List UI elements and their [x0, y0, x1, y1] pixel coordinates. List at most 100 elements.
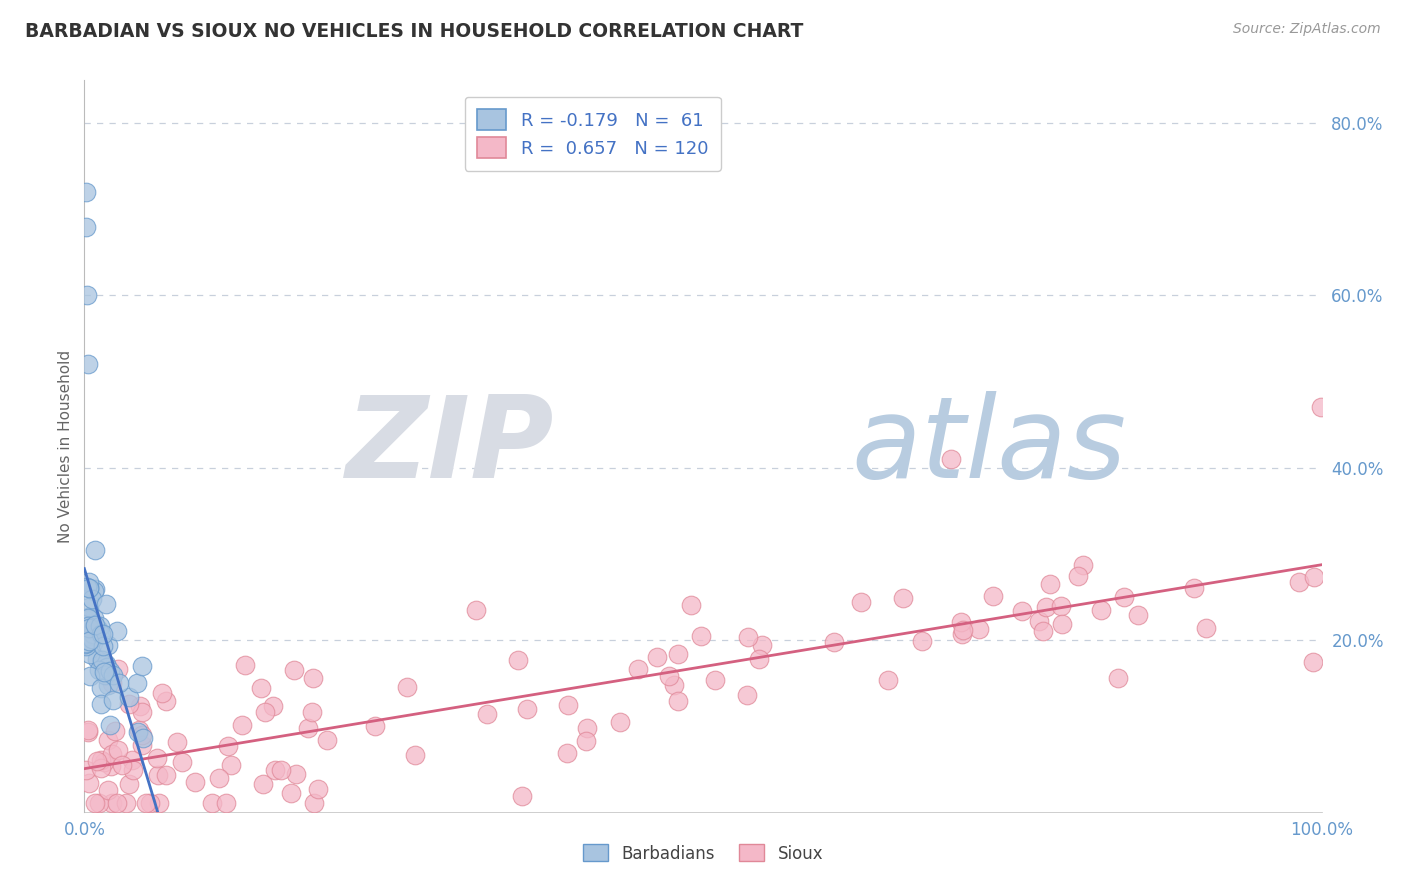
Point [183, 774, 205, 789]
Point [111, 758, 134, 772]
Point [121, 753, 143, 767]
Point [316, 733, 339, 747]
Point [107, 662, 129, 676]
Point [89, 619, 111, 633]
Point [270, 763, 292, 777]
Point [93, 665, 115, 679]
Point [77, 634, 100, 648]
Point [1067, 569, 1090, 583]
Point [100, 759, 122, 773]
Point [201, 796, 224, 810]
Point [135, 796, 157, 810]
Point [80, 616, 103, 631]
Point [118, 690, 141, 704]
Point [75, 612, 97, 626]
Point [609, 714, 631, 729]
Point [748, 652, 770, 666]
Point [79, 621, 101, 635]
Point [911, 633, 934, 648]
Point [125, 675, 148, 690]
Point [219, 758, 242, 772]
Point [737, 630, 759, 644]
Point [891, 591, 914, 606]
Point [79, 647, 101, 661]
Point [952, 624, 974, 638]
Text: atlas: atlas [852, 391, 1126, 501]
Point [148, 796, 170, 810]
Point [97, 638, 120, 652]
Point [967, 622, 990, 636]
Point [215, 796, 238, 810]
Point [1288, 575, 1310, 590]
Point [627, 662, 650, 676]
Point [101, 676, 124, 690]
Point [91, 653, 114, 667]
Point [115, 796, 138, 810]
Point [118, 777, 141, 791]
Point [75, 185, 97, 199]
Point [516, 702, 538, 716]
Point [107, 743, 129, 757]
Point [83, 611, 105, 625]
Point [131, 705, 153, 719]
Point [76, 619, 98, 633]
Point [364, 718, 387, 732]
Point [127, 725, 149, 739]
Point [1011, 604, 1033, 618]
Point [645, 650, 668, 665]
Point [105, 624, 128, 638]
Point [97, 783, 120, 797]
Point [575, 721, 598, 735]
Y-axis label: No Vehicles in Household: No Vehicles in Household [58, 350, 73, 542]
Point [98, 664, 121, 678]
Point [146, 751, 169, 765]
Point [132, 731, 155, 745]
Point [76, 288, 98, 302]
Point [101, 747, 124, 761]
Point [1028, 614, 1050, 628]
Point [97, 678, 120, 692]
Point [97, 733, 120, 747]
Point [77, 599, 100, 614]
Point [1302, 570, 1324, 584]
Point [108, 675, 131, 690]
Point [250, 681, 273, 695]
Point [91, 627, 114, 641]
Point [83, 796, 105, 810]
Point [1126, 607, 1149, 622]
Point [87, 623, 110, 637]
Point [79, 669, 101, 683]
Point [284, 767, 307, 781]
Point [155, 694, 177, 708]
Point [77, 776, 100, 790]
Point [1182, 581, 1205, 595]
Point [84, 582, 107, 596]
Point [75, 637, 97, 651]
Point [1302, 655, 1324, 669]
Point [1050, 599, 1073, 613]
Point [1031, 624, 1053, 639]
Point [76, 723, 98, 737]
Point [77, 724, 100, 739]
Text: ZIP: ZIP [346, 391, 554, 501]
Point [823, 635, 845, 649]
Point [89, 796, 111, 810]
Point [751, 638, 773, 652]
Point [302, 796, 325, 810]
Point [301, 705, 323, 719]
Point [557, 698, 579, 713]
Point [254, 706, 277, 720]
Point [690, 629, 713, 643]
Point [983, 589, 1005, 603]
Point [91, 657, 114, 671]
Point [658, 669, 681, 683]
Point [166, 735, 188, 749]
Point [231, 718, 253, 732]
Point [1039, 577, 1062, 591]
Point [131, 658, 153, 673]
Point [86, 652, 108, 666]
Point [1309, 401, 1331, 415]
Point [96, 597, 118, 611]
Point [86, 755, 108, 769]
Point [263, 763, 285, 777]
